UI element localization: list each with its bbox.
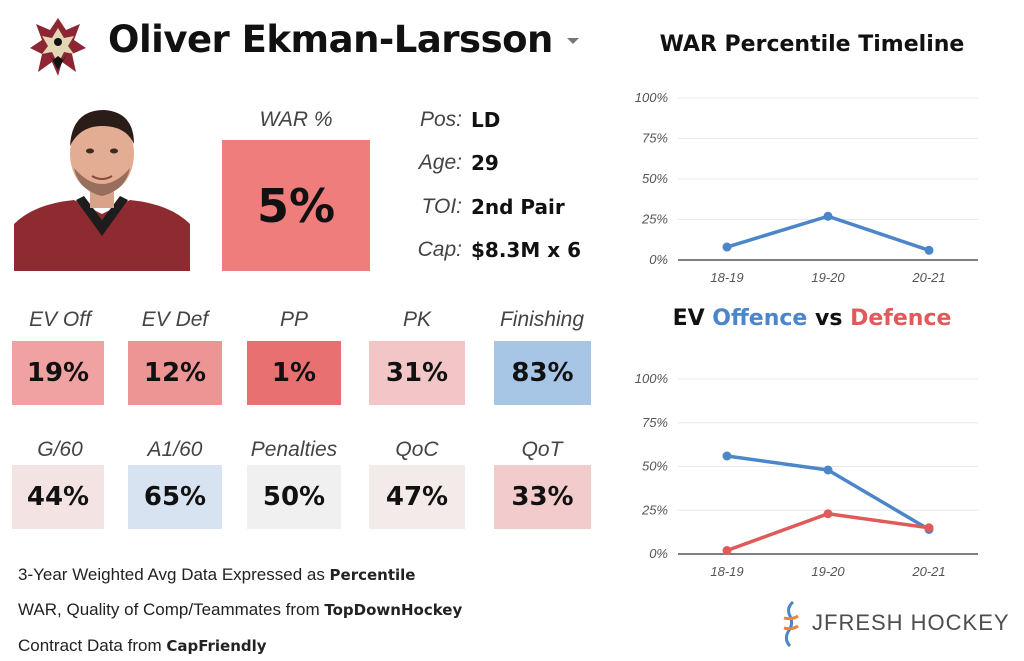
stat-label-a160: A1/60 — [147, 438, 203, 461]
footnote-contract-source: Contract Data from CapFriendly — [18, 636, 267, 656]
x-tick-label: 19-20 — [811, 564, 845, 579]
footnote-bold: Percentile — [329, 566, 416, 584]
info-label: Cap: — [417, 238, 462, 261]
footnote-text: Contract Data from — [18, 636, 167, 655]
stat-box-a160: 65% — [128, 465, 222, 529]
data-point — [722, 242, 732, 252]
info-value: $8.3M x 6 — [471, 238, 581, 262]
series-line — [726, 214, 930, 252]
info-label: Pos: — [419, 108, 462, 131]
stat-label-qoc: QoC — [395, 438, 439, 461]
data-point — [823, 211, 833, 221]
player-photo — [14, 96, 190, 271]
y-tick-label: 100% — [635, 90, 668, 105]
info-label: Age: — [418, 151, 462, 174]
stat-box-finishing: 83% — [494, 341, 591, 405]
x-tick-label: 18-19 — [710, 564, 743, 579]
stat-label-ev-off: EV Off — [29, 308, 91, 331]
brand: JFRESH HOCKEY — [778, 598, 1010, 648]
footnote-text: WAR, Quality of Comp/Teammates from — [18, 600, 325, 619]
stat-box-penalties: 50% — [247, 465, 341, 529]
data-point — [924, 245, 934, 255]
ev-title-part1: EV — [672, 306, 713, 331]
y-tick-label: 75% — [642, 131, 668, 146]
stat-label-pk: PK — [402, 308, 431, 331]
footnote-bold: CapFriendly — [166, 637, 267, 655]
info-value: LD — [471, 108, 501, 132]
stat-box-ev-def: 12% — [128, 341, 222, 405]
jfresh-logo-icon — [783, 600, 799, 648]
y-tick-label: 100% — [635, 371, 668, 386]
y-tick-label: 25% — [641, 502, 668, 517]
stat-label-finishing: Finishing — [499, 308, 585, 331]
ev-title-offence: Offence — [712, 306, 808, 331]
stat-label-g60: G/60 — [37, 438, 83, 461]
y-tick-label: 75% — [642, 415, 668, 430]
coyotes-logo-icon — [26, 12, 90, 80]
series-line — [726, 512, 930, 553]
info-label: TOI: — [421, 195, 462, 218]
data-point — [924, 523, 934, 533]
stat-box-g60: 44% — [12, 465, 104, 529]
ev-title-part2: vs — [807, 306, 851, 331]
stat-box-pk: 31% — [369, 341, 465, 405]
y-tick-label: 25% — [641, 212, 668, 227]
data-point — [722, 546, 732, 555]
data-point — [722, 451, 732, 461]
war-chart-title: WAR Percentile Timeline — [659, 32, 965, 57]
ev-offence-defence-chart: 0% 25% 50% 75% 100% 18-19 19-20 20-21 — [635, 371, 978, 579]
y-tick-label: 50% — [642, 459, 668, 474]
x-tick-label: 20-21 — [911, 564, 945, 579]
x-tick-label: 19-20 — [811, 270, 845, 285]
footnote-percentile: 3-Year Weighted Avg Data Expressed as Pe… — [18, 565, 415, 585]
stat-label-ev-def: EV Def — [141, 308, 209, 331]
footnote-war-source: WAR, Quality of Comp/Teammates from TopD… — [18, 600, 462, 620]
info-value: 2nd Pair — [471, 195, 565, 219]
stat-box-ev-off: 19% — [12, 341, 104, 405]
stat-box-qoc: 47% — [369, 465, 465, 529]
war-label: WAR % — [259, 108, 333, 131]
data-point — [823, 509, 833, 519]
stat-label-penalties: Penalties — [250, 438, 338, 461]
data-point — [823, 465, 833, 475]
player-name: Oliver Ekman-Larsson — [108, 18, 553, 61]
ev-chart-title: EV Offence vs Defence — [620, 306, 1004, 331]
ev-title-defence: Defence — [850, 306, 952, 331]
stat-box-pp: 1% — [247, 341, 341, 405]
footnote-bold: TopDownHockey — [324, 601, 463, 619]
stat-box-qot: 33% — [494, 465, 591, 529]
brand-text: JFRESH HOCKEY — [812, 610, 1010, 635]
x-tick-label: 20-21 — [911, 270, 945, 285]
y-tick-label: 0% — [649, 252, 668, 267]
y-tick-label: 50% — [642, 171, 668, 186]
war-percentile-chart: 0% 25% 50% 75% 100% 18-19 19-20 20-21 — [635, 90, 978, 285]
chevron-down-icon[interactable] — [567, 38, 579, 44]
war-value-box: 5% — [222, 140, 370, 271]
stat-label-pp: PP — [279, 308, 308, 331]
info-value: 29 — [471, 151, 499, 175]
footnote-text: 3-Year Weighted Avg Data Expressed as — [18, 565, 330, 584]
x-tick-label: 18-19 — [710, 270, 743, 285]
y-tick-label: 0% — [649, 546, 668, 561]
stat-label-qot: QoT — [521, 438, 563, 461]
